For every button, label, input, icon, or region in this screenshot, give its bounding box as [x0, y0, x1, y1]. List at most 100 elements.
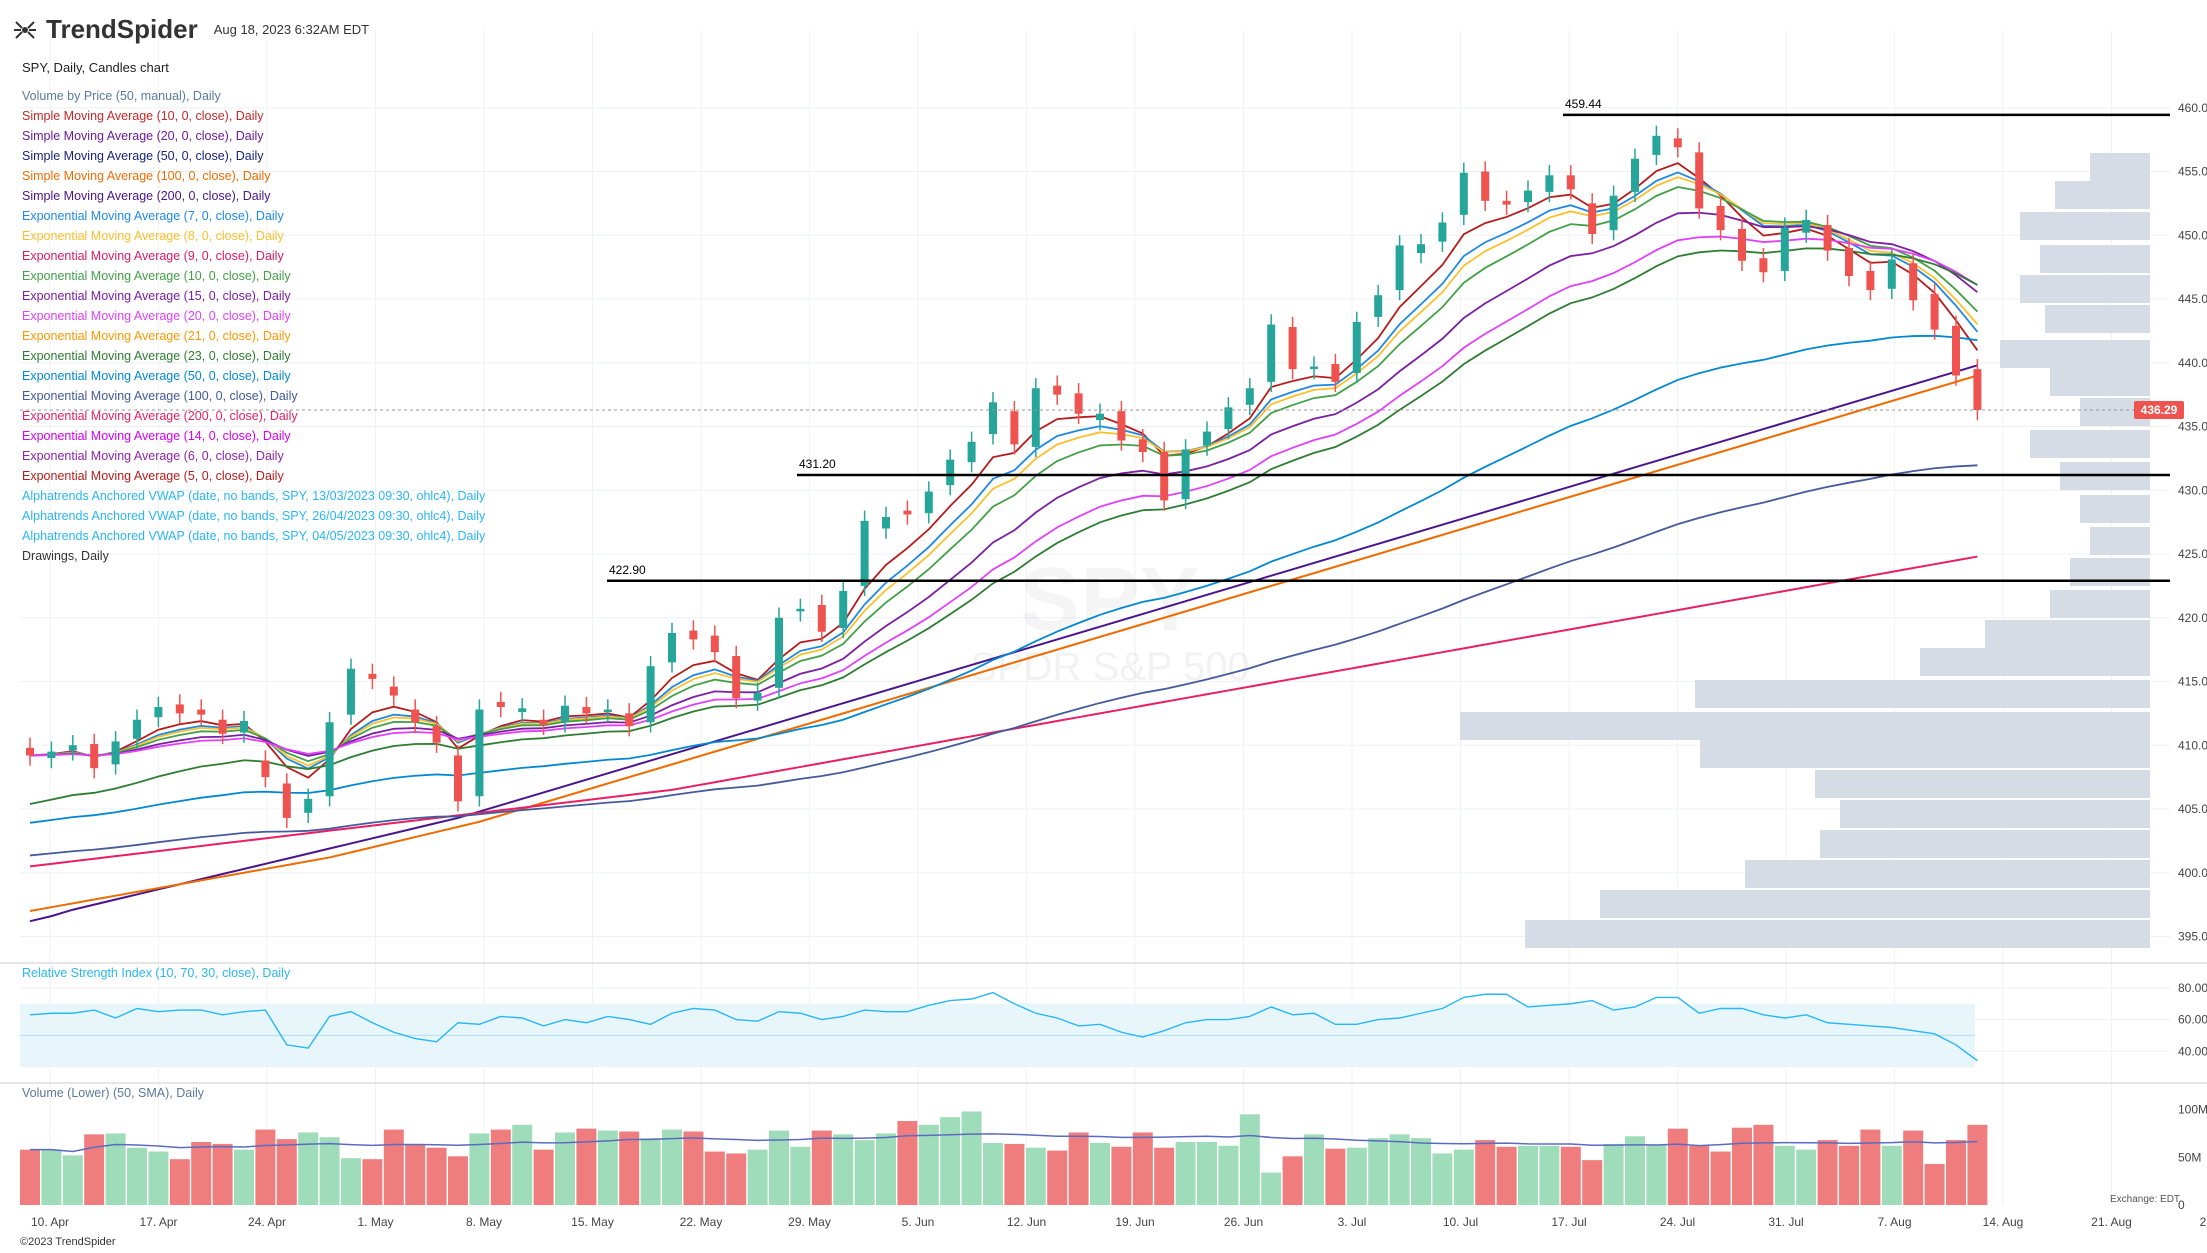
- candle-body: [1481, 171, 1490, 201]
- candle-body: [1138, 439, 1147, 452]
- legend-item[interactable]: Simple Moving Average (20, 0, close), Da…: [22, 129, 264, 143]
- legend-item[interactable]: Alphatrends Anchored VWAP (date, no band…: [22, 509, 486, 523]
- volume-bar: [383, 1129, 404, 1205]
- candle-body: [1909, 263, 1918, 301]
- indicator-legend[interactable]: Volume by Price (50, manual), Daily Simpl…: [22, 86, 485, 566]
- watermark-symbol: SPY: [1020, 550, 1200, 650]
- volume-bar: [1582, 1160, 1603, 1205]
- candle-body: [90, 743, 99, 769]
- legend-item[interactable]: Exponential Moving Average (14, 0, close…: [22, 429, 291, 443]
- candle-body: [1010, 411, 1019, 445]
- volume-tick-label: 0: [2178, 1198, 2185, 1212]
- volume-bar: [1881, 1145, 1902, 1205]
- volume-bar: [790, 1146, 811, 1205]
- volume-profile-bar: [2045, 305, 2150, 333]
- candle-body: [1823, 225, 1832, 251]
- legend-item[interactable]: Exponential Moving Average (100, 0, clos…: [22, 389, 298, 403]
- ema-line: [29, 464, 1978, 857]
- candle-body: [175, 704, 184, 714]
- legend-item[interactable]: Exponential Moving Average (21, 0, close…: [22, 329, 291, 343]
- legend-item[interactable]: Simple Moving Average (200, 0, close), D…: [22, 189, 271, 203]
- candle-body: [839, 590, 848, 628]
- legend-item[interactable]: Exponential Moving Average (5, 0, close)…: [22, 469, 284, 483]
- volume-profile-bar: [2040, 245, 2150, 273]
- time-tick-label: 7. Aug: [1877, 1215, 1911, 1229]
- legend-item[interactable]: Exponential Moving Average (9, 0, close)…: [22, 249, 284, 263]
- ema-line: [29, 235, 1978, 757]
- time-tick-label: 31. Jul: [1768, 1215, 1803, 1229]
- candle-body: [1438, 222, 1447, 242]
- time-tick-label: 5. Jun: [902, 1215, 935, 1229]
- volume-bar: [918, 1124, 939, 1205]
- price-tick-label: 440.00: [2178, 356, 2207, 370]
- horizontal-level-label: 459.44: [1565, 97, 1602, 111]
- volume-profile-bar: [1920, 648, 2150, 676]
- volume-bar: [105, 1133, 126, 1205]
- legend-item[interactable]: Exponential Moving Average (15, 0, close…: [22, 289, 291, 303]
- candle-body: [924, 491, 933, 514]
- volume-panel-label[interactable]: Volume (Lower) (50, SMA), Daily: [22, 1086, 205, 1100]
- copyright: ©2023 TrendSpider: [20, 1236, 116, 1248]
- time-tick-label: 26. Jun: [1224, 1215, 1263, 1229]
- legend-item[interactable]: Exponential Moving Average (200, 0, clos…: [22, 409, 298, 423]
- candle-body: [882, 517, 890, 529]
- candle-body: [1417, 244, 1425, 254]
- rsi-tick-label: 80.00: [2178, 981, 2207, 995]
- candle-body: [561, 705, 569, 723]
- candle-body: [1502, 200, 1511, 205]
- time-tick-label: 1. May: [357, 1215, 393, 1229]
- time-tick-label: 28. Aug: [2200, 1215, 2207, 1229]
- legend-item[interactable]: Exponential Moving Average (50, 0, close…: [22, 369, 291, 383]
- candle-body: [689, 630, 698, 640]
- legend-item[interactable]: Simple Moving Average (100, 0, close), D…: [22, 169, 271, 183]
- volume-sma-line: [30, 1133, 1978, 1153]
- candle-body: [68, 745, 77, 751]
- time-tick-label: 3. Jul: [1338, 1215, 1367, 1229]
- legend-item[interactable]: Volume by Price (50, manual), Daily: [22, 89, 221, 103]
- time-tick-label: 21. Aug: [2091, 1215, 2132, 1229]
- time-tick-label: 12. Jun: [1007, 1215, 1046, 1229]
- volume-bar: [726, 1153, 747, 1205]
- legend-item[interactable]: Simple Moving Average (50, 0, close), Da…: [22, 149, 264, 163]
- candle-body: [989, 402, 997, 435]
- legend-item[interactable]: Exponential Moving Average (7, 0, close)…: [22, 209, 284, 223]
- volume-bar: [1689, 1145, 1710, 1205]
- legend-item[interactable]: Exponential Moving Average (6, 0, close)…: [22, 449, 284, 463]
- legend-item[interactable]: Exponential Moving Average (23, 0, close…: [22, 349, 291, 363]
- candle-body: [1352, 321, 1361, 373]
- volume-tick-label: 50M: [2178, 1150, 2201, 1164]
- volume-bar: [127, 1147, 147, 1205]
- volume-bar: [1068, 1132, 1089, 1205]
- legend-item[interactable]: Exponential Moving Average (10, 0, close…: [22, 269, 291, 283]
- candle-body: [218, 719, 227, 734]
- candle-body: [1053, 385, 1062, 395]
- time-tick-label: 10. Apr: [31, 1215, 69, 1229]
- legend-item[interactable]: Simple Moving Average (10, 0, close), Da…: [22, 109, 264, 123]
- candle-body: [1524, 190, 1532, 203]
- candle-body: [1930, 293, 1939, 330]
- legend-item[interactable]: Alphatrends Anchored VWAP (date, no band…: [22, 529, 486, 543]
- volume-bar: [234, 1149, 254, 1205]
- legend-item[interactable]: Alphatrends Anchored VWAP (date, no band…: [22, 489, 486, 503]
- candle-body: [1245, 388, 1254, 405]
- volume-bar: [747, 1149, 768, 1205]
- candle-body: [111, 741, 120, 765]
- candle-body: [1673, 138, 1682, 148]
- legend-item[interactable]: Drawings, Daily: [22, 549, 109, 563]
- volume-bar: [1368, 1138, 1389, 1205]
- volume-bar: [854, 1140, 875, 1205]
- volume-bar: [512, 1124, 533, 1205]
- volume-bar: [597, 1130, 618, 1205]
- rsi-panel-label[interactable]: Relative Strength Index (10, 70, 30, clo…: [22, 966, 291, 980]
- volume-bar: [1389, 1134, 1410, 1205]
- volume-bar: [1496, 1146, 1517, 1205]
- volume-bar: [469, 1133, 490, 1205]
- volume-bar: [833, 1134, 854, 1205]
- volume-bar: [1004, 1143, 1025, 1205]
- legend-item[interactable]: Exponential Moving Average (20, 0, close…: [22, 309, 291, 323]
- volume-bar: [1646, 1144, 1667, 1205]
- candle-body: [518, 708, 527, 713]
- legend-item[interactable]: Exponential Moving Average (8, 0, close)…: [22, 229, 284, 243]
- ema-line: [29, 334, 1978, 824]
